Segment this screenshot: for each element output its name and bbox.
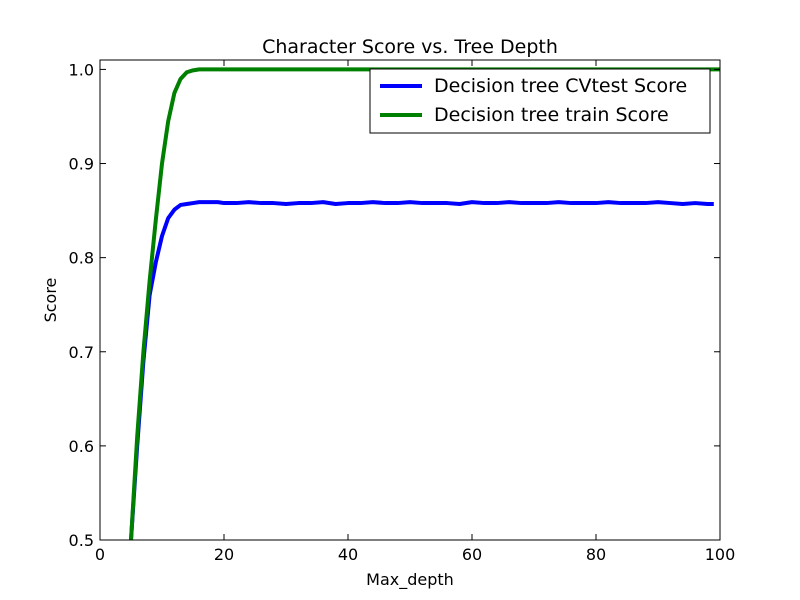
x-tick-label: 20 <box>214 545 234 564</box>
y-tick-label: 1.0 <box>69 60 94 79</box>
plot-frame <box>99 59 721 541</box>
y-axis-ticks: 0.5 0.6 0.7 0.8 0.9 1.0 <box>69 60 720 550</box>
legend-box <box>369 68 711 134</box>
x-tick-label: 100 <box>705 545 736 564</box>
y-tick-label: 0.6 <box>69 437 94 456</box>
legend-label: Decision tree train Score <box>434 104 669 126</box>
series-line-0 <box>129 200 714 540</box>
x-tick-label: 60 <box>462 545 482 564</box>
x-tick-label: 40 <box>338 545 358 564</box>
x-tick-label: 0 <box>95 545 105 564</box>
y-axis-label: Score <box>41 278 60 323</box>
chart-title: Character Score vs. Tree Depth <box>262 36 558 58</box>
y-tick-label: 0.5 <box>69 531 94 550</box>
legend-label: Decision tree CVtest Score <box>434 75 687 97</box>
series-layer <box>129 67 720 540</box>
y-tick-label: 0.9 <box>69 155 94 174</box>
legend: Decision tree CVtest Score Decision tree … <box>369 68 711 134</box>
series-line-1 <box>129 67 720 540</box>
x-axis-label: Max_depth <box>366 570 454 590</box>
y-tick-label: 0.8 <box>69 249 94 268</box>
x-axis-ticks: 0 20 40 60 80 100 <box>95 60 735 564</box>
y-tick-label: 0.7 <box>69 343 94 362</box>
x-tick-label: 80 <box>586 545 606 564</box>
